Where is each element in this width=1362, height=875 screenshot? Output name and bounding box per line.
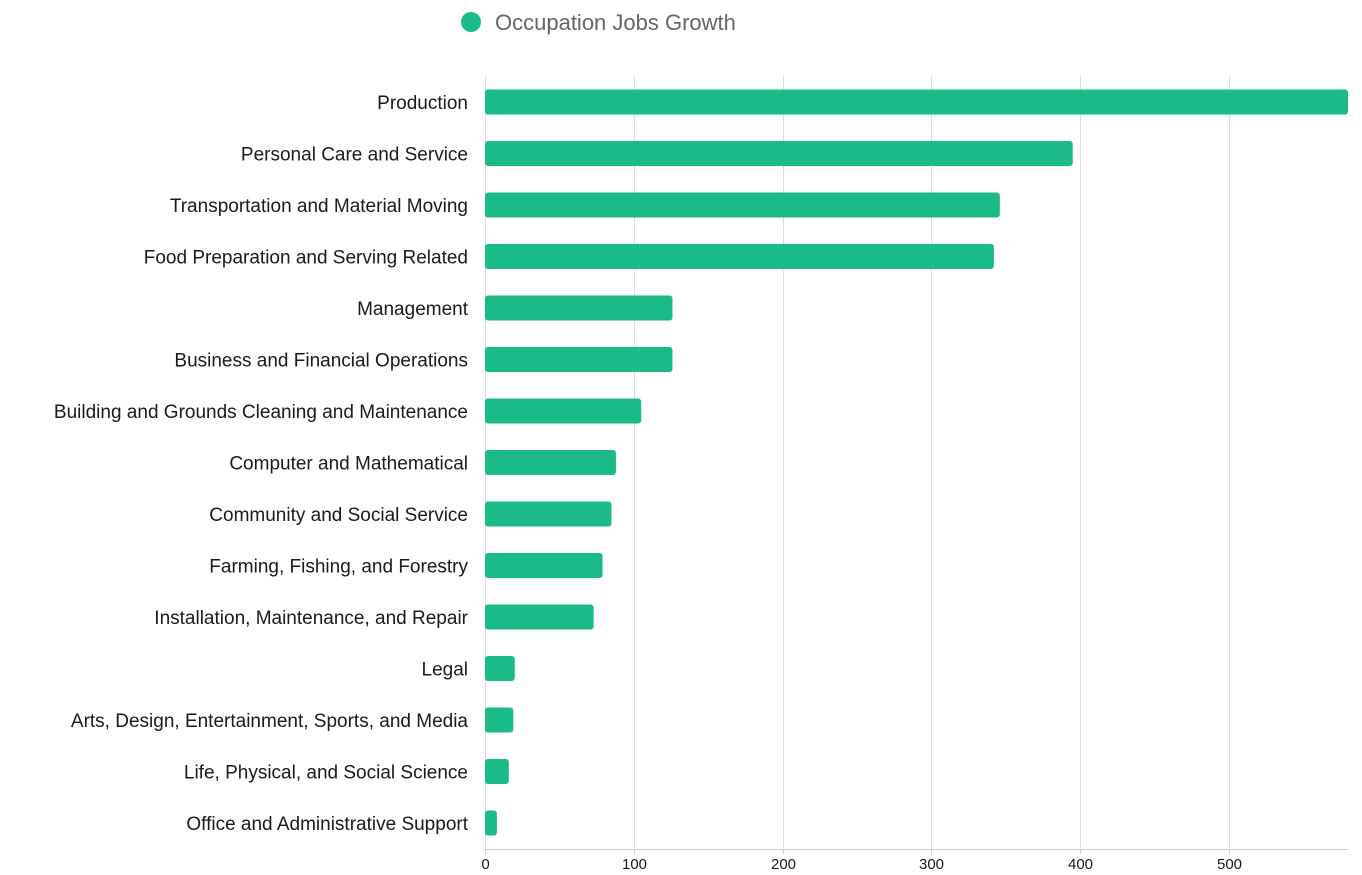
x-tick-label: 0 bbox=[481, 856, 489, 873]
category-label: Management bbox=[357, 299, 469, 320]
x-tick-label: 300 bbox=[919, 856, 944, 873]
bar[interactable] bbox=[485, 141, 1073, 166]
category-label: Legal bbox=[422, 660, 469, 681]
bar[interactable] bbox=[485, 759, 509, 784]
x-tick-label: 500 bbox=[1217, 856, 1242, 873]
bar[interactable] bbox=[485, 810, 497, 836]
category-labels: Production Personal Care and Service Trans… bbox=[54, 93, 469, 835]
legend-label: Occupation Jobs Growth bbox=[495, 10, 736, 35]
x-axis: 0 100 200 300 400 500 bbox=[481, 849, 1348, 873]
category-label: Transportation and Material Moving bbox=[170, 196, 468, 217]
bar[interactable] bbox=[485, 604, 594, 630]
category-label: Community and Social Service bbox=[209, 505, 468, 526]
category-label: Farming, Fishing, and Forestry bbox=[209, 557, 468, 578]
bar[interactable] bbox=[485, 295, 673, 321]
bar[interactable] bbox=[485, 450, 616, 475]
category-label: Installation, Maintenance, and Repair bbox=[154, 608, 468, 629]
bar[interactable] bbox=[485, 656, 515, 681]
bar[interactable] bbox=[485, 89, 1348, 115]
category-label: Production bbox=[377, 93, 468, 114]
category-label: Building and Grounds Cleaning and Mainte… bbox=[54, 402, 468, 423]
legend-swatch bbox=[461, 12, 481, 32]
bar[interactable] bbox=[485, 553, 603, 578]
bar[interactable] bbox=[485, 398, 642, 424]
x-tick-label: 400 bbox=[1068, 856, 1093, 873]
x-tick-label: 100 bbox=[622, 856, 647, 873]
x-tick-label: 200 bbox=[771, 856, 796, 873]
category-label: Business and Financial Operations bbox=[174, 351, 468, 372]
bar[interactable] bbox=[485, 192, 1000, 218]
bar[interactable] bbox=[485, 347, 673, 372]
category-label: Personal Care and Service bbox=[241, 145, 468, 166]
legend[interactable]: Occupation Jobs Growth bbox=[461, 10, 736, 35]
category-label: Arts, Design, Entertainment, Sports, and… bbox=[71, 711, 469, 732]
category-label: Food Preparation and Serving Related bbox=[144, 248, 468, 269]
bar[interactable] bbox=[485, 244, 994, 269]
category-label: Computer and Mathematical bbox=[229, 454, 468, 475]
bar[interactable] bbox=[485, 501, 612, 527]
bar[interactable] bbox=[485, 707, 514, 733]
bars bbox=[485, 89, 1348, 836]
category-label: Office and Administrative Support bbox=[186, 814, 468, 835]
category-label: Life, Physical, and Social Science bbox=[184, 763, 468, 784]
